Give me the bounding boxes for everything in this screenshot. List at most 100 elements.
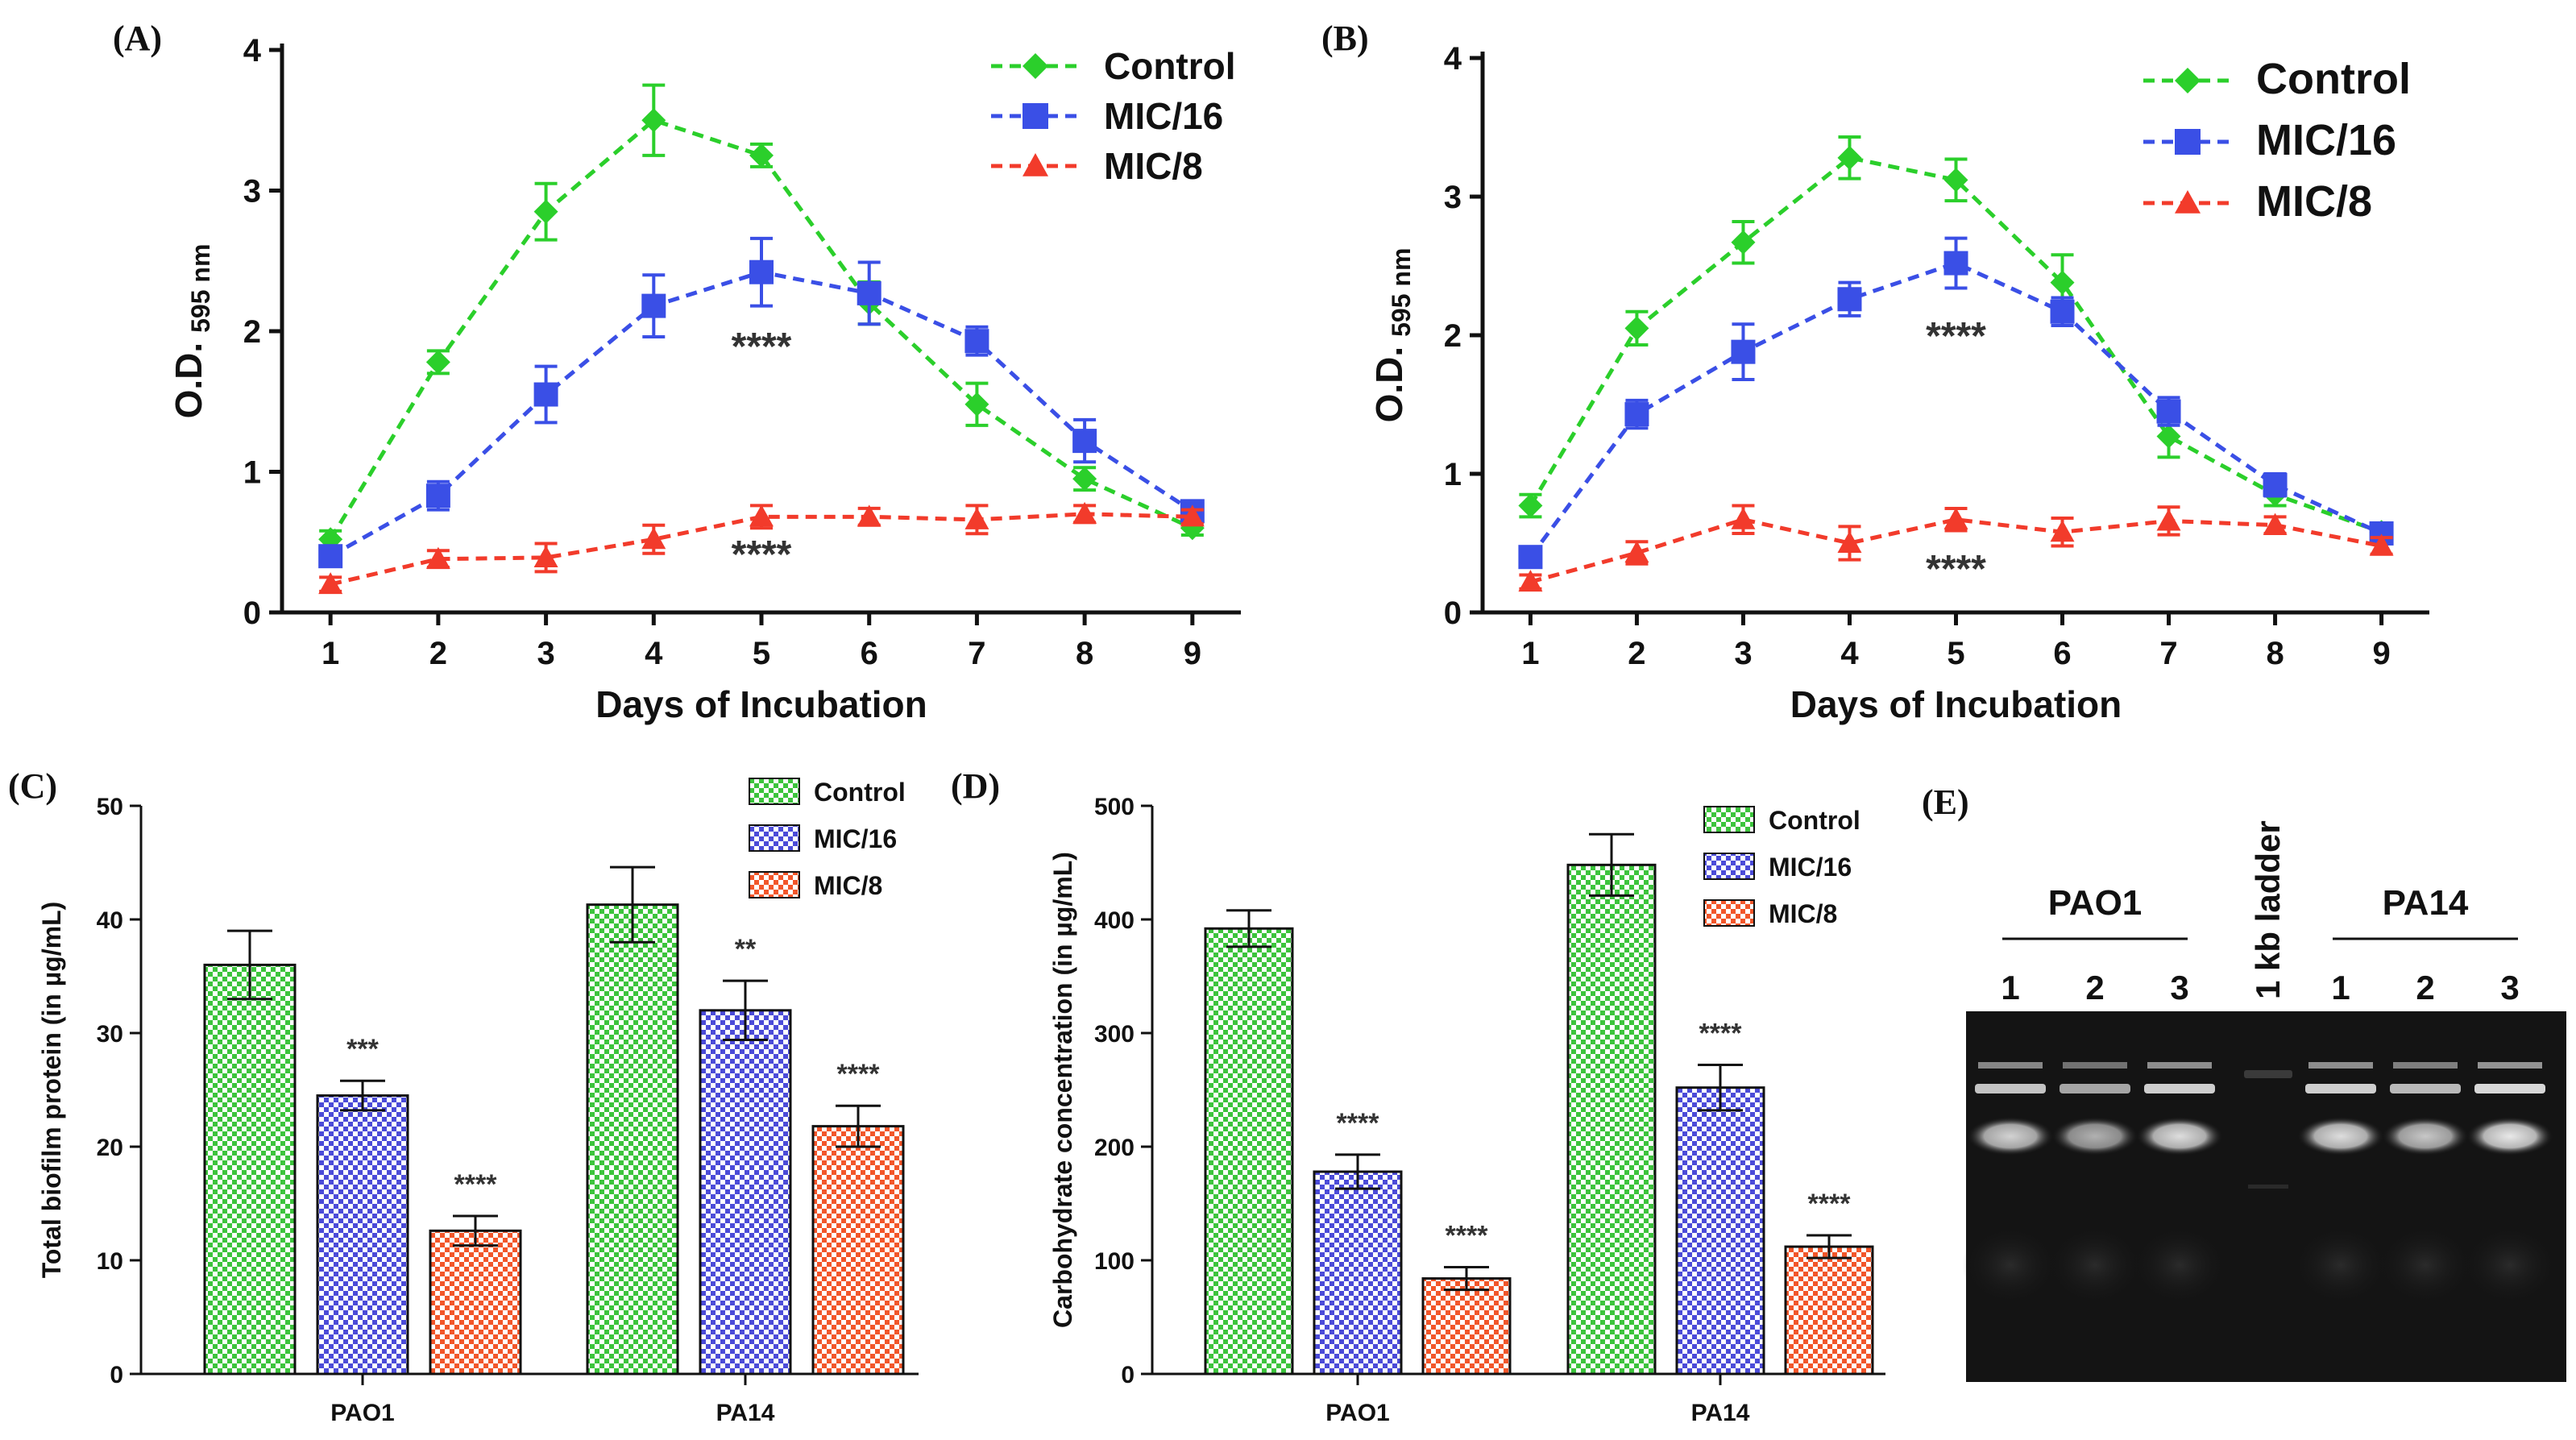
x-tick-label: 6 — [861, 636, 878, 671]
gel-lane-number: 2 — [2085, 969, 2104, 1006]
x-tick-label: 6 — [2053, 636, 2071, 671]
series-line-control — [329, 118, 1193, 541]
gel-lane-number: 3 — [2170, 969, 2188, 1006]
data-point-mic16 — [1943, 251, 1968, 276]
y-tick-label: 0 — [243, 596, 261, 631]
y-axis-title-sub: 595 nm — [186, 244, 215, 333]
y-tick-label: 2 — [1444, 318, 1462, 354]
y-tick-label: 1 — [243, 455, 261, 491]
significance-annotation: **** — [732, 533, 792, 576]
y-axis-title-sub: 595 nm — [1387, 248, 1416, 337]
y-tick-label: 1 — [1444, 457, 1462, 492]
data-point-control — [1518, 493, 1543, 518]
x-tick-label: 4 — [1840, 636, 1859, 671]
data-point-mic16 — [1518, 545, 1543, 570]
significance-annotation: *** — [346, 1034, 379, 1064]
data-point-mic16 — [1072, 429, 1097, 454]
legend-label-bar_mic8: MIC/8 — [814, 871, 882, 900]
y-tick-label: 0 — [1444, 596, 1462, 631]
gel-smear — [2047, 1225, 2143, 1305]
series-line-mic8 — [1529, 517, 2383, 584]
data-point-mic8 — [533, 545, 558, 567]
gel-lower-band — [1967, 1117, 2054, 1156]
x-tick-label: 5 — [1947, 636, 1964, 671]
gel-well-band — [2308, 1062, 2373, 1069]
data-point-mic16 — [1731, 339, 1756, 364]
y-tick-label: 500 — [1094, 794, 1135, 820]
bar-bar_mic16 — [699, 1009, 792, 1376]
data-point-mic8 — [425, 546, 450, 569]
y-tick-label: 200 — [1094, 1135, 1135, 1161]
gel-lower-band — [2051, 1117, 2138, 1156]
significance-annotation: **** — [1446, 1220, 1489, 1251]
data-point-control — [2156, 424, 2181, 449]
gel-smear — [2377, 1225, 2474, 1305]
plot-a: 0 1 2 3 4 1 2 3 4 5 6 7 8 9 Days of Incubation O.D. 595 … — [168, 33, 1241, 725]
significance-annotation: **** — [1337, 1108, 1380, 1139]
gel-lower-band — [2136, 1117, 2223, 1156]
data-point-mic8 — [2050, 520, 2075, 542]
bar-chart-panel-d: (D) 0 100 200 300 400 500 Carbohydrate concent… — [951, 766, 1885, 1426]
line-chart-panel-a: (A) 0 1 2 3 4 1 2 3 4 5 6 7 8 9 Days of Incubation O.D.… — [113, 19, 1241, 725]
panel-label-b: (B) — [1321, 19, 1369, 58]
bar-bar_mic16 — [316, 1094, 409, 1376]
y-tick-label: 3 — [1444, 180, 1462, 215]
y-tick-label: 2 — [243, 314, 261, 350]
x-tick-label: 2 — [1628, 636, 1645, 671]
data-point-control — [641, 108, 666, 133]
legend-marker-mic16 — [1023, 103, 1048, 129]
data-point-mic8 — [1837, 531, 1862, 553]
y-axis-title: Carbohydrate concentration (in µg/mL) — [1048, 852, 1077, 1328]
gel-lower-band — [2297, 1117, 2384, 1156]
y-axis-title-main: O.D. — [1368, 347, 1410, 423]
gel-lane-number: 3 — [2500, 969, 2519, 1006]
x-tick-label: 2 — [429, 636, 447, 671]
bar-bar_mic8 — [811, 1125, 905, 1376]
data-point-mic8 — [1943, 507, 1968, 529]
data-point-mic16 — [425, 483, 450, 508]
x-tick-label: 1 — [321, 636, 339, 671]
data-point-control — [533, 199, 558, 224]
y-axis-title-main: O.D. — [168, 342, 209, 419]
bar-bar_control — [586, 903, 679, 1376]
x-tick-label: PAO1 — [330, 1400, 394, 1426]
bar-bar_mic8 — [1784, 1245, 1874, 1376]
y-tick-label: 50 — [97, 794, 123, 820]
legend-label-bar_mic8: MIC/8 — [1769, 899, 1837, 928]
y-tick-label: 3 — [243, 174, 261, 210]
panel-label-e: (E) — [1922, 782, 1969, 822]
legend-label-bar_mic16: MIC/16 — [1769, 853, 1852, 882]
y-tick-label: 0 — [110, 1362, 123, 1388]
legend-swatch-bar_mic16 — [749, 824, 800, 852]
gel-lane-number: 1 — [2001, 969, 2019, 1006]
gel-image: PAO1 1 2 3 PA14 1 2 3 1 kb ladder — [1962, 820, 2566, 1382]
data-point-control — [1837, 145, 1862, 170]
line-chart-panel-b: (B) 0 1 2 3 4 1 2 3 4 5 6 7 8 9 Days of Incubation O.D.… — [1321, 19, 2429, 725]
gel-upper-band — [2390, 1084, 2461, 1093]
gel-panel-e: (E) PAO1 1 2 3 PA14 1 2 3 1 kb ladder — [1922, 782, 2566, 1382]
data-point-control — [1072, 467, 1097, 492]
data-point-mic8 — [749, 504, 774, 527]
plot-d: 0 100 200 300 400 500 Carbohydrate concentrati… — [1048, 794, 1885, 1426]
data-point-mic8 — [2369, 533, 2394, 556]
data-point-mic8 — [964, 507, 989, 529]
gel-ladder-band — [2244, 1070, 2292, 1078]
series-line-mic16 — [1529, 260, 2383, 558]
gel-smear — [1962, 1225, 2059, 1305]
bar-bar_mic8 — [429, 1229, 522, 1376]
data-point-mic8 — [2263, 513, 2288, 535]
y-axis-title: Total biofilm protein (in µg/mL) — [37, 902, 66, 1279]
bar-bar_mic16 — [1675, 1086, 1765, 1376]
legend-label-mic8: MIC/8 — [2256, 177, 2372, 226]
data-point-mic8 — [641, 527, 666, 550]
legend-swatch-bar_mic8 — [749, 871, 800, 898]
legend-label-mic8: MIC/8 — [1104, 145, 1203, 187]
y-tick-label: 400 — [1094, 907, 1135, 934]
legend-marker-mic8 — [1023, 153, 1048, 176]
panel-label-c: (C) — [8, 766, 57, 806]
x-tick-label: 3 — [1734, 636, 1752, 671]
x-tick-label: 1 — [1521, 636, 1539, 671]
data-point-mic16 — [857, 280, 881, 305]
gel-group-label: PAO1 — [2048, 883, 2143, 923]
